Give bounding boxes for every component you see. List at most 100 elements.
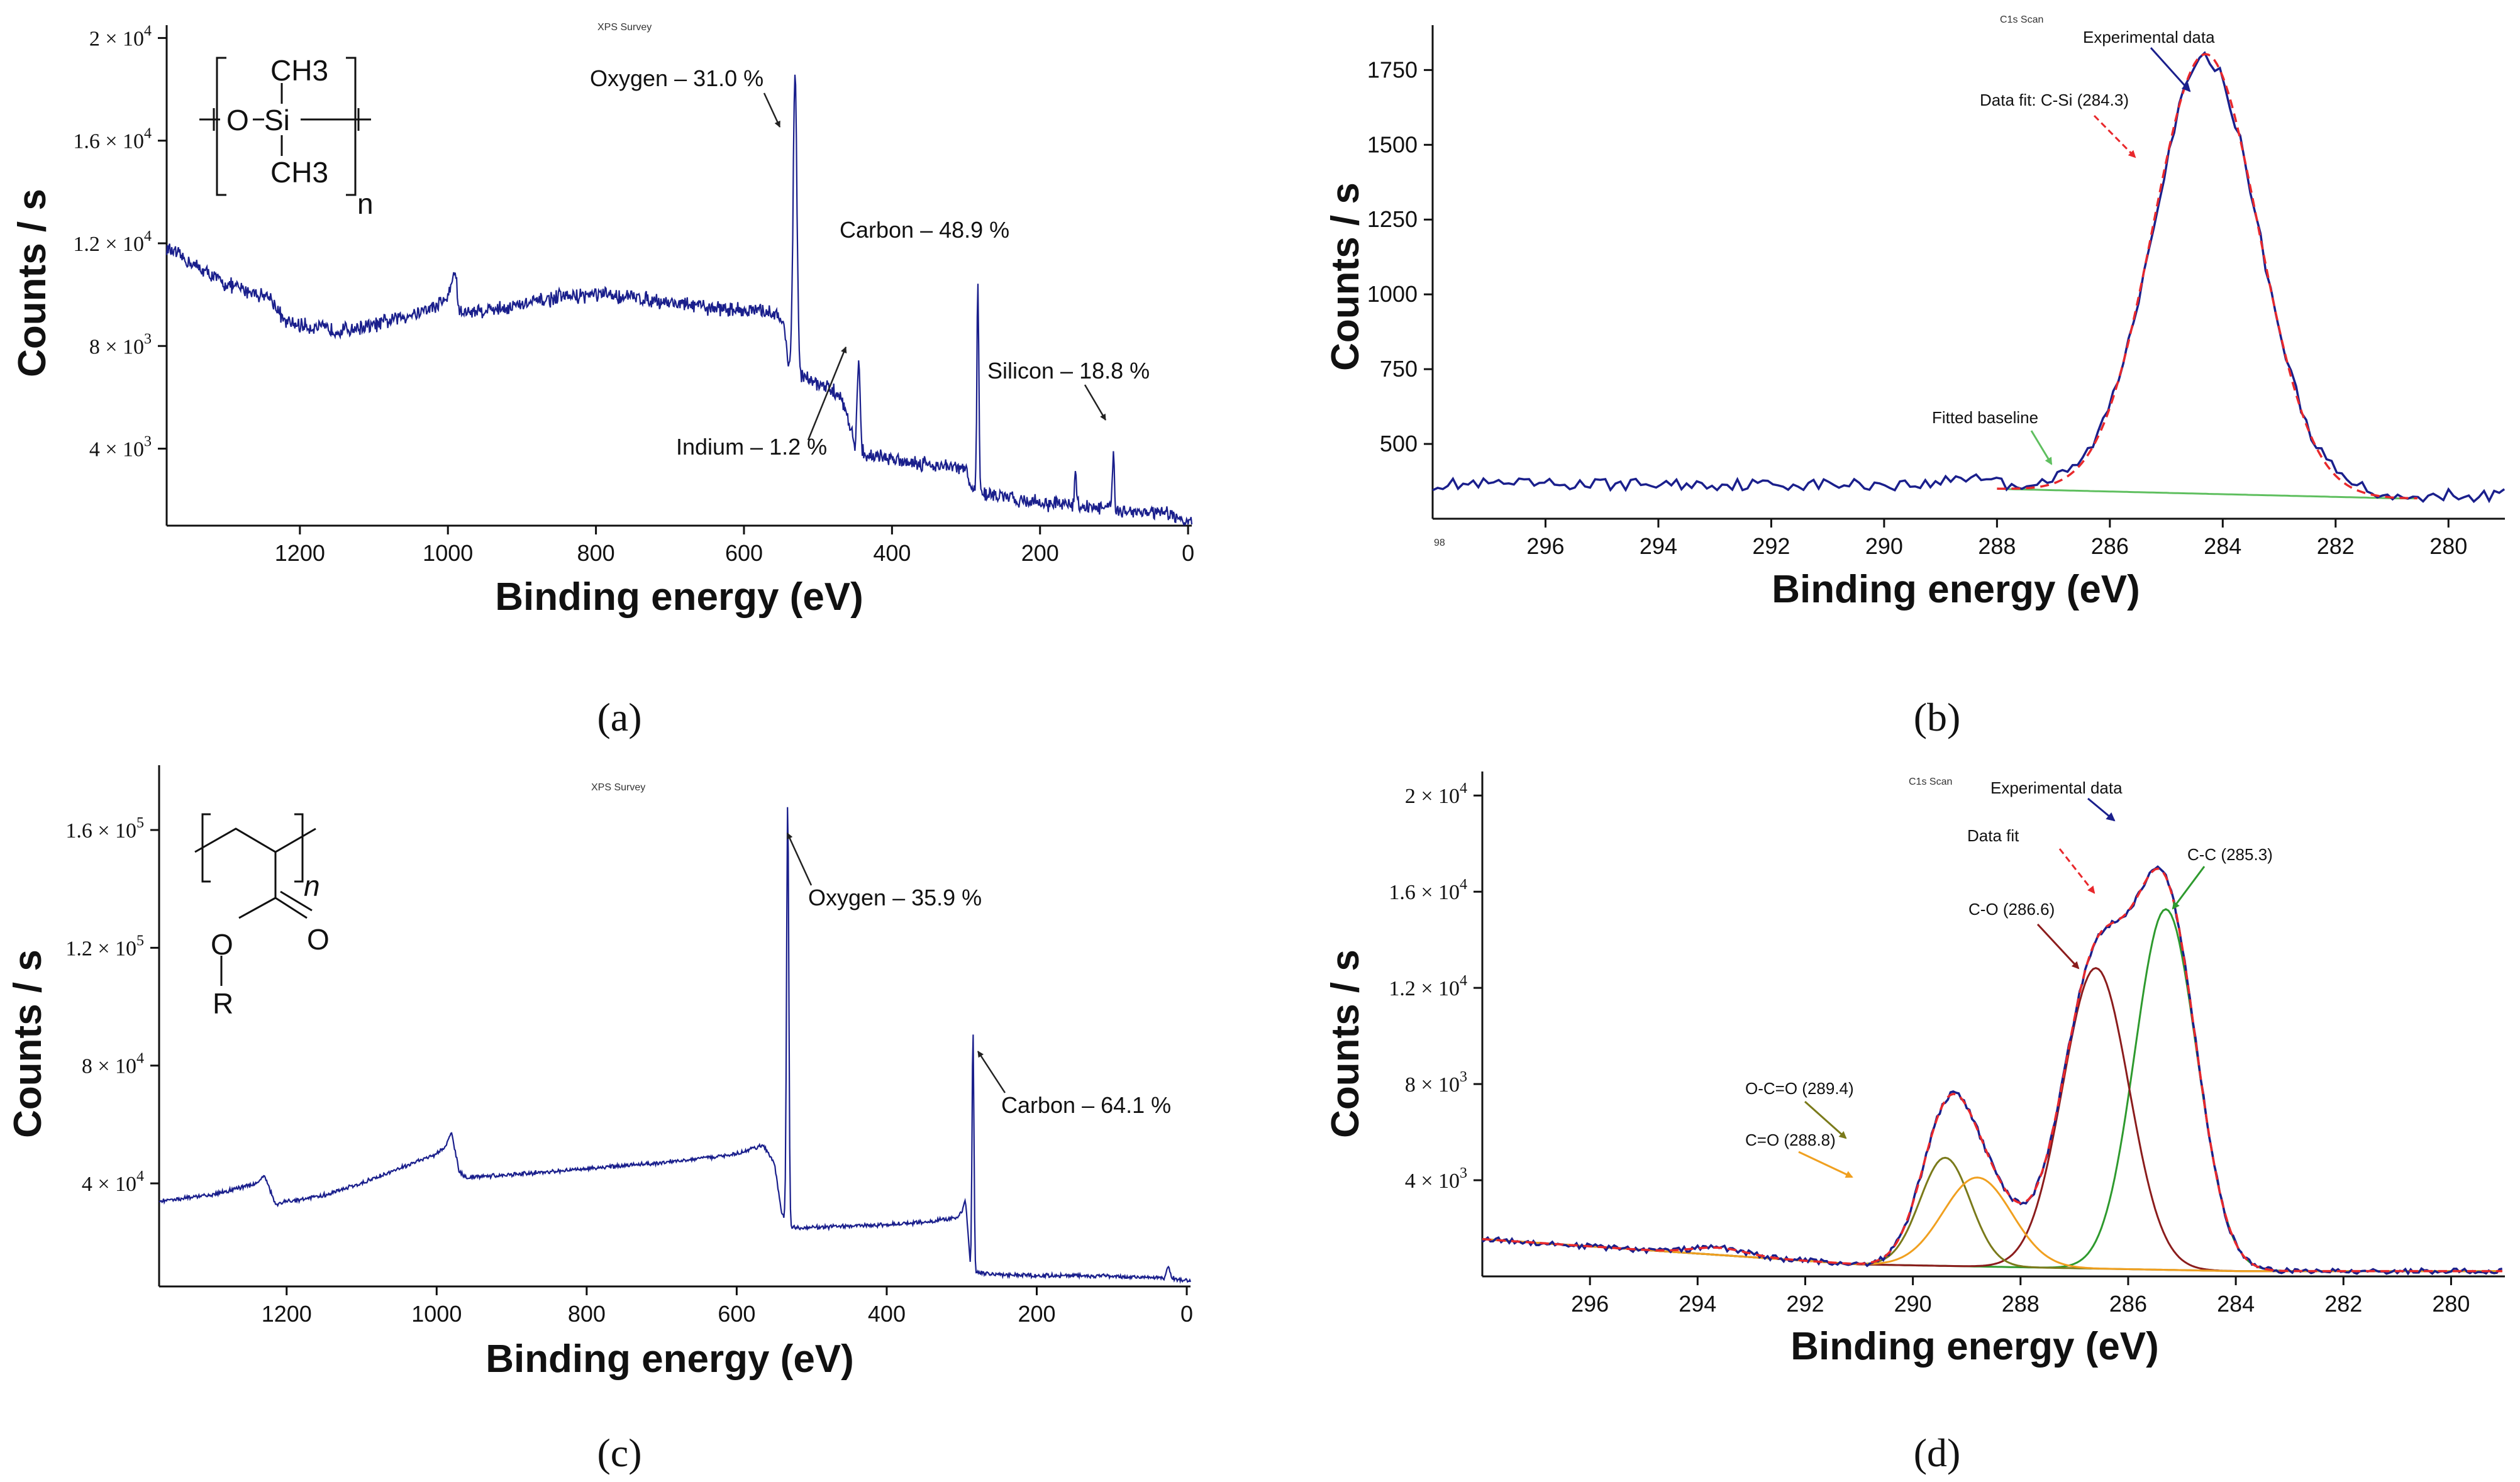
chem-c-n: n — [304, 870, 320, 902]
x-tick-label: 290 — [1894, 1291, 1932, 1317]
arrow-c-oxygen — [786, 832, 813, 886]
component-co — [1482, 1176, 2502, 1273]
y-tick-label: 4 × 104 — [82, 1168, 144, 1196]
panel-a-y-ticks: 4 × 103 8 × 103 1.2 × 104 1.6 × 104 2 × 104 — [73, 23, 167, 462]
panel-c-axes — [158, 765, 1191, 1288]
x-tick-label: 286 — [2109, 1291, 2147, 1317]
panel-c-x-label: Binding energy (eV) — [486, 1337, 854, 1381]
arrow-d-co — [2036, 923, 2080, 970]
structure-pdms: O Si CH3 CH3 n — [199, 54, 374, 220]
annotation-b-experimental: Experimental data — [2083, 28, 2215, 47]
x-tick-label: 282 — [2317, 533, 2355, 559]
panel-a-survey-line — [165, 74, 1193, 526]
chem-n: n — [357, 187, 374, 220]
x-tick-label: 400 — [868, 1301, 906, 1327]
y-tick-label: 8 × 103 — [89, 331, 152, 358]
y-tick-label: 4 × 103 — [89, 434, 152, 462]
panel-d-components — [1482, 908, 2502, 1273]
panel-d-experimental-line — [1481, 865, 2503, 1276]
chem-si: Si — [264, 104, 290, 136]
panel-d-x-label: Binding energy (eV) — [1790, 1325, 2159, 1368]
x-tick-label: 296 — [1526, 533, 1564, 559]
panel-d-y-label: Counts / s — [1324, 949, 1367, 1138]
panel-c-survey-line — [158, 807, 1192, 1284]
arrow-d-cc — [2172, 866, 2206, 910]
arrow-d-oco — [1804, 1100, 1847, 1139]
y-tick-label: 1.6 × 104 — [73, 126, 152, 153]
panel-d-title: C1s Scan — [1909, 777, 1952, 787]
chem-c-o1: O — [211, 928, 233, 961]
annotation-oxygen: Oxygen – 31.0 % — [590, 65, 763, 91]
y-tick-label: 1.6 × 104 — [1389, 876, 1467, 904]
arrow-indium — [807, 346, 847, 441]
panel-d-x-ticks: 296 294 292 290 288 286 284 282 280 — [1571, 1276, 2470, 1317]
y-tick-label: 1.2 × 104 — [73, 228, 152, 256]
annotation-d-experimental: Experimental data — [1990, 778, 2123, 797]
panel-b-title: C1s Scan — [2000, 14, 2043, 25]
arrow-b-fit — [2093, 114, 2136, 158]
panel-b-x-label: Binding energy (eV) — [1772, 568, 2140, 611]
panel-a-axes — [165, 25, 1192, 527]
x-tick-label: 1200 — [275, 540, 325, 566]
y-tick-label: 1.2 × 104 — [1389, 973, 1467, 1000]
panel-d-axes — [1481, 771, 2505, 1278]
x-tick-label: 282 — [2324, 1291, 2362, 1317]
annotation-c-carbon: Carbon – 64.1 % — [1001, 1092, 1171, 1118]
arrow-d-experimental — [2087, 797, 2116, 822]
arrow-silicon — [1084, 384, 1107, 421]
annotation-b-fit: Data fit: C-Si (284.3) — [1980, 91, 2129, 109]
annotation-d-fit: Data fit — [1967, 826, 2019, 845]
panel-c-title: XPS Survey — [591, 782, 645, 793]
chem-o: O — [226, 104, 249, 136]
arrow-d-fit — [2058, 848, 2095, 894]
annotation-indium: Indium – 1.2 % — [676, 434, 827, 460]
y-tick-label: 500 — [1380, 431, 1418, 456]
panel-c-x-ticks: 1200 1000 800 600 400 200 0 — [262, 1286, 1193, 1327]
x-tick-label: 1000 — [423, 540, 473, 566]
x-tick-label: 1000 — [411, 1301, 462, 1327]
x-tick-label: 294 — [1679, 1291, 1716, 1317]
y-tick-label: 2 × 104 — [89, 23, 152, 50]
panel-a-x-label: Binding energy (eV) — [495, 575, 863, 619]
panel-label-c: (c) — [597, 1430, 641, 1475]
y-tick-label: 1000 — [1367, 281, 1418, 307]
x-tick-label: 288 — [2002, 1291, 2040, 1317]
panel-label-a: (a) — [597, 695, 641, 739]
panel-b-y-ticks: 500 750 1000 1250 1500 1750 — [1367, 57, 1433, 456]
x-tick-label: 284 — [2217, 1291, 2255, 1317]
x-tick-label: 0 — [1180, 1301, 1193, 1327]
x-tick-label: 288 — [1978, 533, 2016, 559]
panel-label-b: (b) — [1914, 695, 1961, 739]
arrow-d-cdo — [1798, 1151, 1853, 1178]
panel-a-x-ticks: 1200 1000 800 600 400 200 0 — [275, 526, 1194, 566]
chem-ch3-bottom: CH3 — [270, 156, 328, 189]
panel-c: 4 × 104 8 × 104 1.2 × 105 1.6 × 105 1200 100… — [6, 765, 1193, 1381]
x-tick-label: 284 — [2204, 533, 2241, 559]
annotation-c-oxygen: Oxygen – 35.9 % — [808, 885, 982, 910]
arrow-b-baseline — [2030, 430, 2053, 465]
component-cc — [1482, 908, 2502, 1273]
arrow-c-carbon — [977, 1051, 1006, 1093]
arrow-oxygen — [763, 92, 781, 128]
annotation-carbon: Carbon – 48.9 % — [840, 217, 1009, 243]
panel-a-y-label: Counts / s — [11, 189, 54, 377]
x-tick-label: 290 — [1865, 533, 1903, 559]
x-tick-label: 292 — [1752, 533, 1790, 559]
panel-label-d: (d) — [1914, 1430, 1961, 1475]
x-tick-label: 400 — [873, 540, 911, 566]
y-tick-label: 1250 — [1367, 206, 1418, 232]
panel-b-axes — [1431, 25, 2505, 520]
x-tick-label: 800 — [577, 540, 615, 566]
panel-d-y-ticks: 4 × 103 8 × 103 1.2 × 104 1.6 × 104 2 × 104 — [1389, 780, 1482, 1193]
y-tick-label: 4 × 103 — [1405, 1165, 1467, 1193]
y-tick-label: 1.2 × 105 — [65, 932, 144, 960]
y-tick-label: 750 — [1380, 356, 1418, 382]
panel-b-experimental-line — [1432, 51, 2506, 504]
panel-b-fit-line — [1997, 53, 2417, 500]
y-tick-label: 1750 — [1367, 57, 1418, 82]
panel-c-y-ticks: 4 × 104 8 × 104 1.2 × 105 1.6 × 105 — [65, 815, 159, 1196]
panel-b-baseline-line — [1997, 487, 2417, 500]
component-oco — [1482, 1156, 2502, 1273]
